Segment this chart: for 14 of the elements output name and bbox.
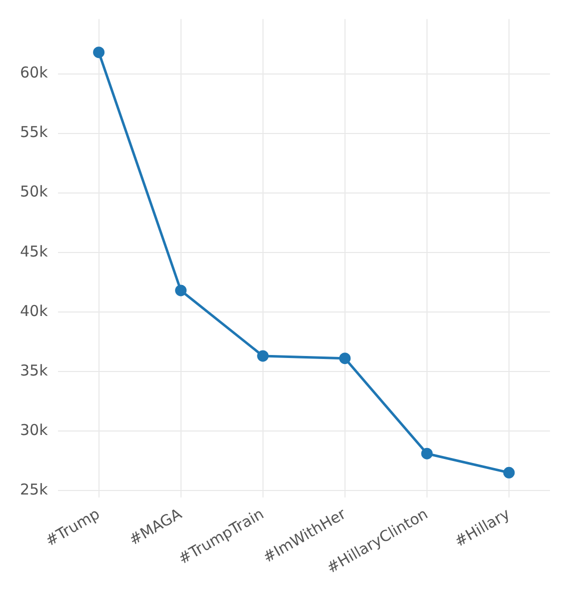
point	[339, 352, 351, 364]
y-tick-label: 30k	[20, 420, 48, 439]
y-tick-label: 35k	[20, 361, 48, 380]
y-tick-label: 25k	[20, 480, 48, 498]
point	[93, 46, 105, 58]
point	[175, 284, 187, 296]
y-tick-label: 40k	[20, 302, 48, 320]
y-tick-label: 55k	[20, 123, 48, 142]
point	[257, 350, 269, 362]
point	[503, 466, 515, 478]
y-tick-label: 45k	[20, 242, 48, 260]
y-tick-label: 60k	[20, 64, 48, 82]
y-tick-label: 50k	[20, 182, 48, 201]
point	[421, 448, 433, 460]
